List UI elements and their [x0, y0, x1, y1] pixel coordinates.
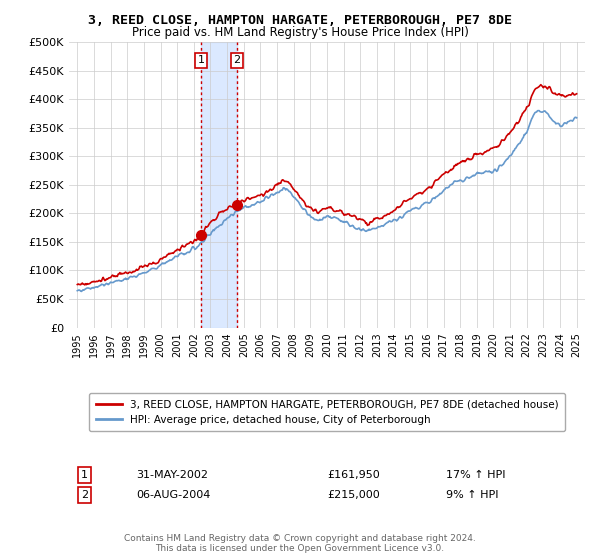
Text: Price paid vs. HM Land Registry's House Price Index (HPI): Price paid vs. HM Land Registry's House …	[131, 26, 469, 39]
Text: Contains HM Land Registry data © Crown copyright and database right 2024.
This d: Contains HM Land Registry data © Crown c…	[124, 534, 476, 553]
Text: 1: 1	[81, 470, 88, 480]
Text: £215,000: £215,000	[327, 489, 380, 500]
Text: 17% ↑ HPI: 17% ↑ HPI	[446, 470, 505, 480]
Text: 9% ↑ HPI: 9% ↑ HPI	[446, 489, 498, 500]
Text: 3, REED CLOSE, HAMPTON HARGATE, PETERBOROUGH, PE7 8DE: 3, REED CLOSE, HAMPTON HARGATE, PETERBOR…	[88, 14, 512, 27]
Text: 2: 2	[81, 489, 88, 500]
Text: 06-AUG-2004: 06-AUG-2004	[136, 489, 211, 500]
Bar	[201, 42, 237, 328]
Text: 2: 2	[233, 55, 241, 66]
Text: 1: 1	[197, 55, 205, 66]
Text: 31-MAY-2002: 31-MAY-2002	[136, 470, 208, 480]
Legend: 3, REED CLOSE, HAMPTON HARGATE, PETERBOROUGH, PE7 8DE (detached house), HPI: Ave: 3, REED CLOSE, HAMPTON HARGATE, PETERBOR…	[89, 393, 565, 431]
Text: £161,950: £161,950	[327, 470, 380, 480]
